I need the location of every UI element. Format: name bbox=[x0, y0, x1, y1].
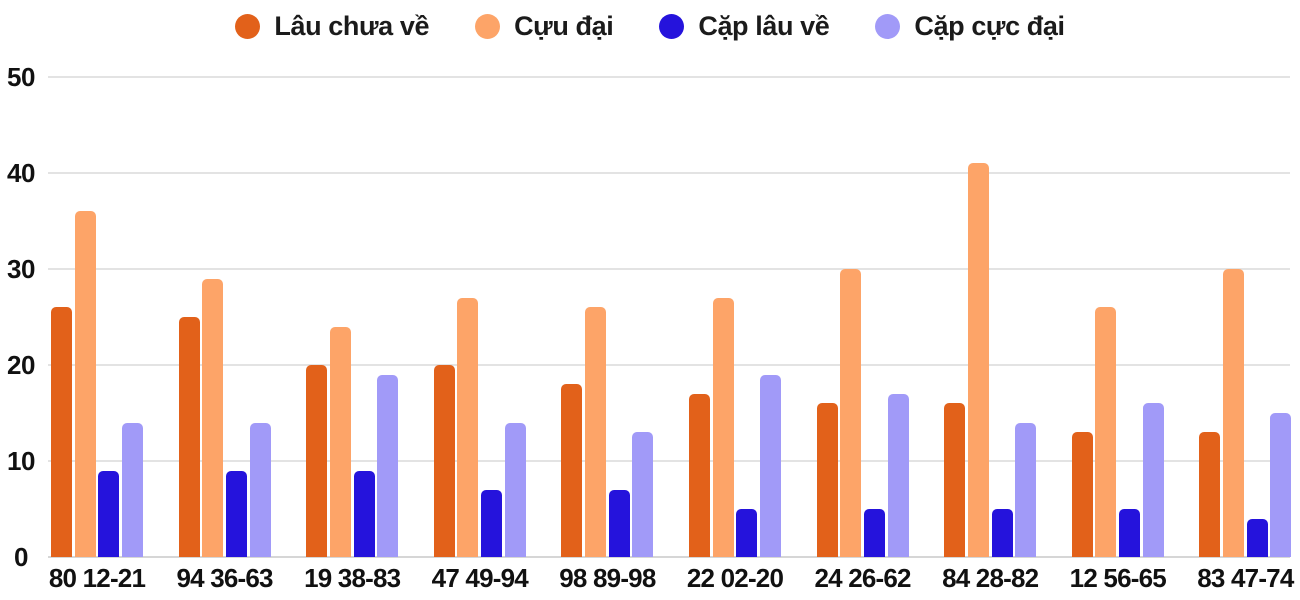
bar-series3-group1[interactable] bbox=[98, 470, 120, 557]
bar-series3-group2[interactable] bbox=[225, 470, 247, 557]
bar-group-4 bbox=[433, 77, 526, 557]
bar-series2-group7[interactable] bbox=[840, 269, 862, 557]
bar-series1-group9[interactable] bbox=[1071, 432, 1093, 557]
bar-series4-group1[interactable] bbox=[121, 422, 143, 557]
bar-group-5 bbox=[561, 77, 654, 557]
bar-series1-group6[interactable] bbox=[689, 393, 710, 557]
bar-series4-group4[interactable] bbox=[504, 422, 526, 557]
gridline-0 bbox=[48, 556, 1290, 558]
bar-series2-group3[interactable] bbox=[329, 326, 351, 557]
bar-series4-group7[interactable] bbox=[887, 393, 909, 557]
bar-series2-group2[interactable] bbox=[202, 278, 224, 557]
bar-series2-group4[interactable] bbox=[457, 297, 479, 557]
x-axis-category-label: 22 02-20 bbox=[686, 563, 784, 593]
gridline-20 bbox=[48, 364, 1290, 366]
y-axis-tick-label: 0 bbox=[14, 542, 28, 572]
bar-series4-group8[interactable] bbox=[1015, 422, 1037, 557]
bar-series3-group6[interactable] bbox=[736, 509, 758, 557]
x-axis-category-label: 19 38-83 bbox=[304, 563, 401, 593]
bar-series2-group10[interactable] bbox=[1223, 269, 1245, 557]
bar-series1-group1[interactable] bbox=[51, 307, 72, 557]
gridline-10 bbox=[48, 460, 1290, 462]
bar-series4-group2[interactable] bbox=[249, 422, 271, 557]
x-axis-category-label: 12 56-65 bbox=[1069, 563, 1167, 593]
plot-area bbox=[48, 76, 1292, 558]
bar-series4-group6[interactable] bbox=[759, 374, 781, 557]
bar-series4-group9[interactable] bbox=[1142, 403, 1164, 557]
bar-group-10 bbox=[1199, 77, 1292, 557]
bar-series1-group3[interactable] bbox=[306, 365, 328, 557]
bar-series3-group7[interactable] bbox=[863, 509, 885, 557]
bar-series3-group5[interactable] bbox=[608, 489, 630, 557]
legend-color-dot bbox=[235, 13, 261, 39]
bar-series1-group10[interactable] bbox=[1199, 432, 1221, 557]
bar-series1-group4[interactable] bbox=[433, 365, 455, 557]
chart-legend: Lâu chưa về Cựu đại Cặp lâu về Cặp cực đại bbox=[0, 10, 1300, 42]
bar-series2-group9[interactable] bbox=[1095, 307, 1117, 557]
bar-series3-group10[interactable] bbox=[1246, 518, 1268, 557]
legend-item-4[interactable]: Cặp cực đại bbox=[875, 10, 1065, 42]
bar-series1-group8[interactable] bbox=[944, 403, 966, 557]
legend-color-dot bbox=[875, 13, 901, 39]
x-axis-category-label: 98 89-98 bbox=[559, 563, 656, 593]
bar-group-2 bbox=[178, 77, 271, 557]
bar-series2-group6[interactable] bbox=[712, 297, 734, 557]
bar-series1-group7[interactable] bbox=[816, 403, 838, 557]
bar-group-7 bbox=[816, 77, 909, 557]
x-axis-category-label: 24 26-62 bbox=[814, 563, 911, 593]
legend-item-1[interactable]: Lâu chưa về bbox=[235, 10, 429, 42]
y-axis-tick-label: 10 bbox=[7, 446, 35, 476]
x-axis-category-label: 84 28-82 bbox=[942, 563, 1039, 593]
bar-series4-group3[interactable] bbox=[377, 374, 399, 557]
y-axis-tick-label: 30 bbox=[7, 254, 35, 284]
y-axis-tick-label: 20 bbox=[7, 350, 35, 380]
bar-group-1 bbox=[51, 77, 143, 557]
bar-group-3 bbox=[306, 77, 399, 557]
bar-series3-group9[interactable] bbox=[1119, 509, 1141, 557]
legend-item-3[interactable]: Cặp lâu về bbox=[659, 10, 830, 42]
bar-series4-group5[interactable] bbox=[632, 432, 654, 557]
legend-color-dot bbox=[475, 13, 501, 39]
bar-group-9 bbox=[1071, 77, 1164, 557]
legend-label: Cặp lâu về bbox=[698, 11, 830, 41]
bar-series3-group4[interactable] bbox=[481, 489, 503, 557]
bar-group-8 bbox=[944, 77, 1037, 557]
legend-label: Cựu đại bbox=[514, 11, 614, 41]
bar-group-6 bbox=[689, 77, 781, 557]
legend-color-dot bbox=[659, 13, 685, 39]
bar-series3-group3[interactable] bbox=[353, 470, 375, 557]
legend-label: Cặp cực đại bbox=[914, 11, 1065, 41]
bar-series2-group8[interactable] bbox=[967, 163, 989, 557]
gridline-30 bbox=[48, 268, 1290, 270]
x-axis-category-label: 80 12-21 bbox=[48, 563, 146, 593]
x-axis-category-label: 83 47-74 bbox=[1197, 563, 1294, 593]
y-axis-tick-label: 40 bbox=[7, 158, 35, 188]
x-axis-category-label: 94 36-63 bbox=[176, 563, 273, 593]
y-axis-tick-label: 50 bbox=[7, 62, 35, 92]
legend-item-2[interactable]: Cựu đại bbox=[475, 10, 614, 42]
gridline-40 bbox=[48, 172, 1290, 174]
bar-series1-group2[interactable] bbox=[178, 317, 200, 557]
legend-label: Lâu chưa về bbox=[274, 11, 430, 41]
bar-series1-group5[interactable] bbox=[561, 384, 583, 557]
gridline-50 bbox=[48, 76, 1290, 78]
bar-series2-group1[interactable] bbox=[74, 211, 96, 557]
bar-series2-group5[interactable] bbox=[585, 307, 607, 557]
bar-series3-group8[interactable] bbox=[991, 509, 1013, 557]
bar-series4-group10[interactable] bbox=[1270, 413, 1292, 557]
x-axis-category-label: 47 49-94 bbox=[431, 563, 529, 593]
